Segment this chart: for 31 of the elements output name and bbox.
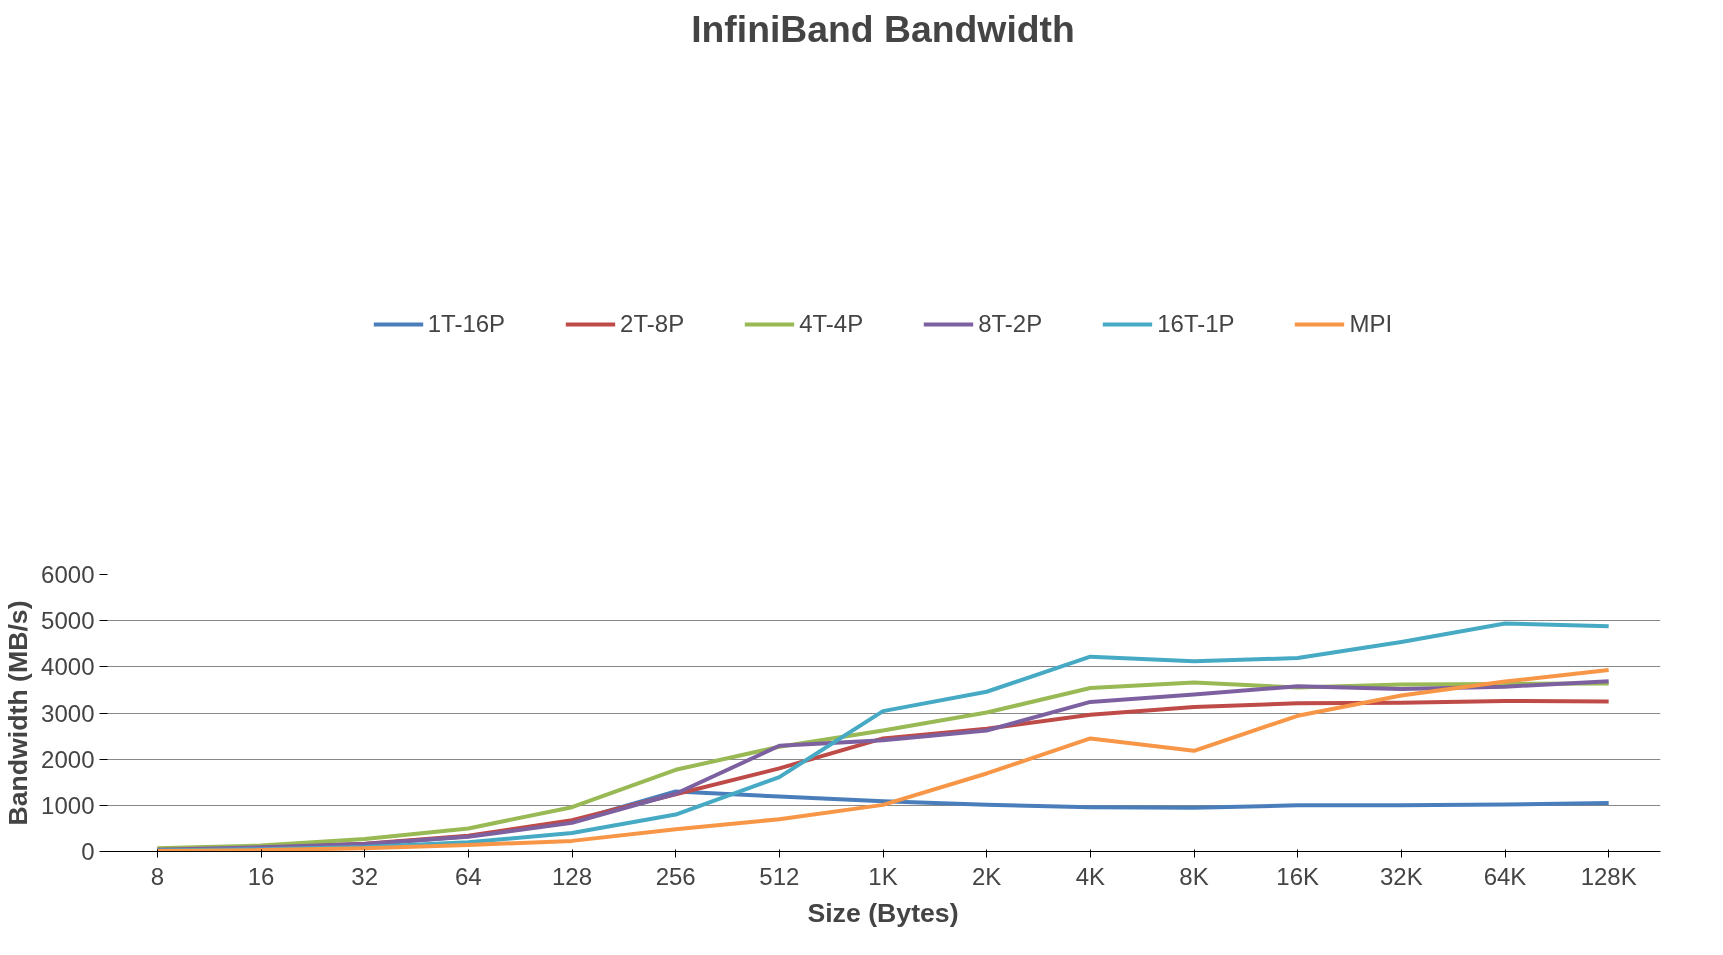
y-tick-label: 6000 — [41, 561, 95, 588]
legend-label: 1T-16P — [427, 310, 506, 338]
legend-label: 4T-4P — [799, 310, 864, 338]
x-tick-label: 4K — [1075, 862, 1106, 890]
x-tick-label: 32 — [351, 862, 379, 890]
x-tick-label: 8K — [1179, 862, 1209, 890]
x-tick-label: 8 — [150, 862, 165, 890]
legend-label: 16T-1P — [1157, 310, 1235, 338]
y-tick-label: 5000 — [41, 607, 95, 635]
x-tick-label: 16 — [247, 862, 275, 890]
y-axis-title: Bandwidth (MB/s) — [3, 600, 34, 826]
x-tick-label: 256 — [655, 862, 696, 890]
y-tick-label: 2000 — [41, 745, 95, 773]
x-tick-label: 64K — [1483, 862, 1527, 890]
x-tick-label: 128 — [551, 862, 593, 890]
legend-label: MPI — [1349, 310, 1393, 338]
x-tick-label: 32K — [1379, 862, 1423, 890]
legend-label: 8T-2P — [978, 310, 1043, 338]
x-tick-label: 2K — [971, 862, 1002, 890]
y-tick-label: 3000 — [41, 699, 95, 727]
y-tick-label: 0 — [81, 838, 95, 865]
x-tick-label: 1K — [868, 862, 898, 890]
x-tick-label: 512 — [759, 862, 800, 890]
x-tick-label: 16K — [1276, 862, 1320, 890]
x-tick-label: 64 — [454, 862, 482, 890]
y-tick-label: 1000 — [41, 791, 95, 819]
y-tick-label: 4000 — [41, 653, 95, 681]
x-tick-label: 128K — [1580, 862, 1637, 890]
legend-label: 2T-8P — [620, 310, 685, 338]
chart-title: InfiniBand Bandwidth — [691, 7, 1075, 50]
x-axis-title: Size (Bytes) — [807, 897, 959, 928]
